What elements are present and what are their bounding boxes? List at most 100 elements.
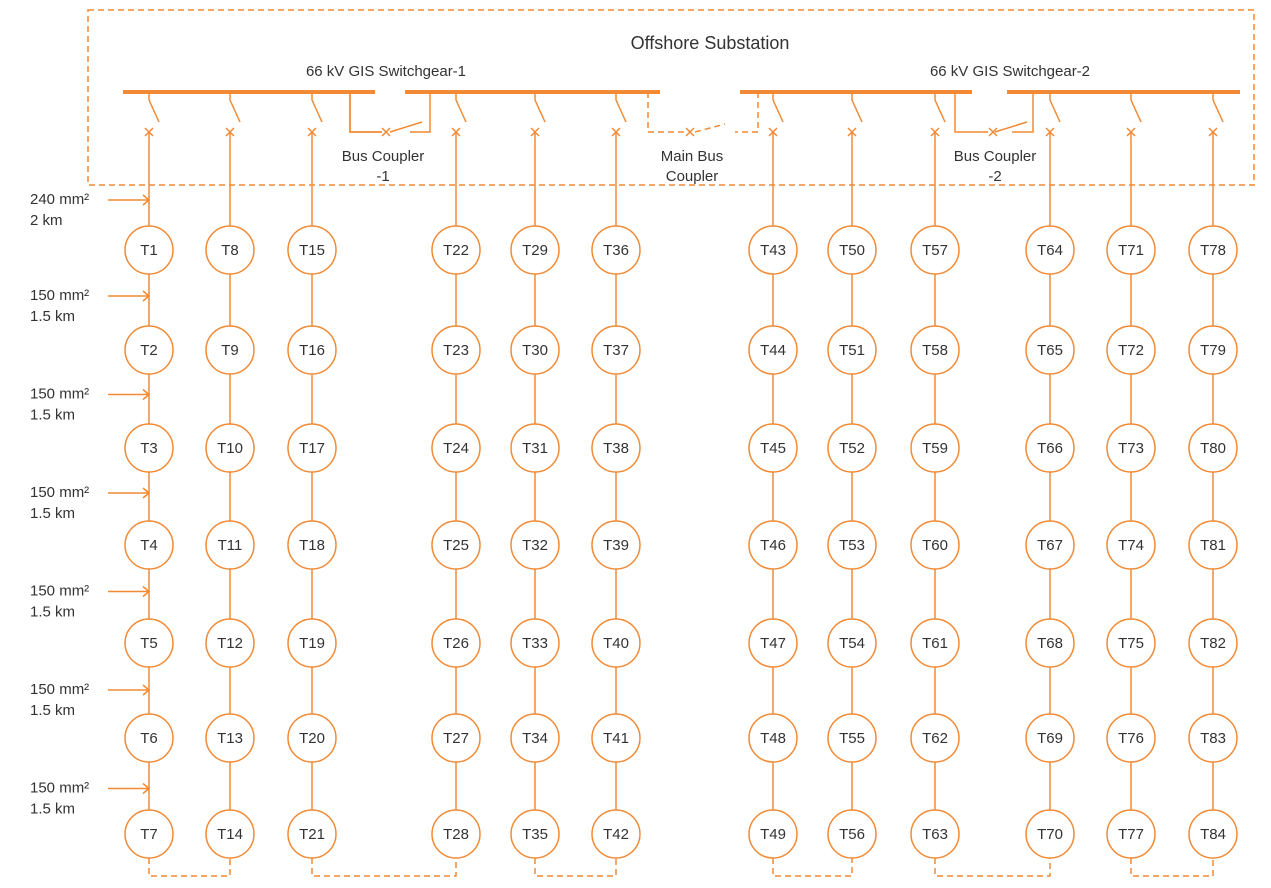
cable-length: 1.5 km bbox=[30, 308, 75, 325]
turbine-label: T12 bbox=[217, 635, 243, 652]
cable-length: 1.5 km bbox=[30, 505, 75, 522]
turbine-label: T50 bbox=[839, 242, 865, 259]
switch bbox=[851, 92, 863, 123]
turbine-label: T77 bbox=[1118, 826, 1144, 843]
turbine-label: T72 bbox=[1118, 342, 1144, 359]
turbine bbox=[591, 809, 641, 859]
turbine-label: T6 bbox=[140, 730, 158, 747]
turbine-label: T54 bbox=[839, 635, 865, 652]
cable-length: 1.5 km bbox=[30, 603, 75, 620]
turbine-label: T36 bbox=[603, 242, 629, 259]
turbine-label: T81 bbox=[1200, 537, 1226, 554]
turbine-label: T62 bbox=[922, 730, 948, 747]
turbine-label: T47 bbox=[760, 635, 786, 652]
turbine-label: T65 bbox=[1037, 342, 1063, 359]
turbine-label: T13 bbox=[217, 730, 243, 747]
cable-length: 1.5 km bbox=[30, 406, 75, 423]
turbine-label: T67 bbox=[1037, 537, 1063, 554]
turbine-label: T46 bbox=[760, 537, 786, 554]
title: Offshore Substation bbox=[631, 33, 790, 53]
switch bbox=[772, 92, 784, 123]
turbine-label: T22 bbox=[443, 242, 469, 259]
turbine-label: T60 bbox=[922, 537, 948, 554]
turbine-label: T20 bbox=[299, 730, 325, 747]
substation-box bbox=[87, 9, 1255, 186]
turbine-label: T10 bbox=[217, 440, 243, 457]
cable-arrow bbox=[108, 290, 151, 302]
tie-link bbox=[311, 858, 457, 877]
turbine-label: T76 bbox=[1118, 730, 1144, 747]
tie-link bbox=[1130, 858, 1214, 877]
turbine-label: T32 bbox=[522, 537, 548, 554]
turbine-label: T83 bbox=[1200, 730, 1226, 747]
coupler-label: -1 bbox=[376, 168, 389, 185]
switch bbox=[148, 92, 160, 123]
turbine bbox=[1188, 809, 1238, 859]
turbine-label: T44 bbox=[760, 342, 786, 359]
turbine-label: T41 bbox=[603, 730, 629, 747]
turbine-label: T5 bbox=[140, 635, 158, 652]
cable-length: 2 km bbox=[30, 212, 63, 229]
tie-link bbox=[772, 858, 853, 877]
turbine-label: T75 bbox=[1118, 635, 1144, 652]
turbine-label: T38 bbox=[603, 440, 629, 457]
turbine-label: T8 bbox=[221, 242, 239, 259]
turbine-label: T17 bbox=[299, 440, 325, 457]
cable-size: 150 mm² bbox=[30, 582, 89, 599]
turbine-label: T52 bbox=[839, 440, 865, 457]
turbine-label: T73 bbox=[1118, 440, 1144, 457]
turbine-label: T55 bbox=[839, 730, 865, 747]
turbine-label: T7 bbox=[140, 826, 158, 843]
turbine-label: T70 bbox=[1037, 826, 1063, 843]
turbine-label: T48 bbox=[760, 730, 786, 747]
turbine-label: T45 bbox=[760, 440, 786, 457]
cable-arrow bbox=[108, 684, 151, 696]
coupler-label: -2 bbox=[988, 168, 1001, 185]
turbine-label: T19 bbox=[299, 635, 325, 652]
switch bbox=[229, 92, 241, 123]
turbine bbox=[431, 809, 481, 859]
turbine-label: T21 bbox=[299, 826, 325, 843]
cable-size: 150 mm² bbox=[30, 681, 89, 698]
turbine-label: T49 bbox=[760, 826, 786, 843]
turbine-label: T82 bbox=[1200, 635, 1226, 652]
turbine-label: T71 bbox=[1118, 242, 1144, 259]
turbine-label: T28 bbox=[443, 826, 469, 843]
turbine-label: T15 bbox=[299, 242, 325, 259]
breaker bbox=[381, 127, 391, 137]
turbine-label: T58 bbox=[922, 342, 948, 359]
turbine-label: T25 bbox=[443, 537, 469, 554]
switch bbox=[311, 92, 323, 123]
turbine-label: T57 bbox=[922, 242, 948, 259]
turbine-label: T3 bbox=[140, 440, 158, 457]
turbine-label: T9 bbox=[221, 342, 239, 359]
turbine-label: T2 bbox=[140, 342, 158, 359]
turbine-label: T33 bbox=[522, 635, 548, 652]
turbine-label: T24 bbox=[443, 440, 469, 457]
turbine-label: T42 bbox=[603, 826, 629, 843]
turbine-label: T18 bbox=[299, 537, 325, 554]
cable-size: 150 mm² bbox=[30, 484, 89, 501]
turbine-label: T30 bbox=[522, 342, 548, 359]
turbine-label: T34 bbox=[522, 730, 548, 747]
cable-size: 150 mm² bbox=[30, 385, 89, 402]
turbine-label: T43 bbox=[760, 242, 786, 259]
switchgear-label: 66 kV GIS Switchgear-2 bbox=[930, 63, 1090, 80]
turbine-label: T26 bbox=[443, 635, 469, 652]
turbine-label: T37 bbox=[603, 342, 629, 359]
cable-length: 1.5 km bbox=[30, 800, 75, 817]
turbine-label: T1 bbox=[140, 242, 158, 259]
switch bbox=[455, 92, 467, 123]
breaker bbox=[685, 127, 695, 137]
turbine-label: T16 bbox=[299, 342, 325, 359]
turbine-label: T40 bbox=[603, 635, 629, 652]
switchgear-label: 66 kV GIS Switchgear-1 bbox=[306, 63, 466, 80]
tie-link bbox=[934, 858, 1051, 877]
tie-link bbox=[148, 858, 231, 877]
turbine-label: T68 bbox=[1037, 635, 1063, 652]
turbine-label: T4 bbox=[140, 537, 158, 554]
switch bbox=[615, 92, 627, 123]
turbine-label: T59 bbox=[922, 440, 948, 457]
cable-arrow bbox=[108, 782, 151, 795]
